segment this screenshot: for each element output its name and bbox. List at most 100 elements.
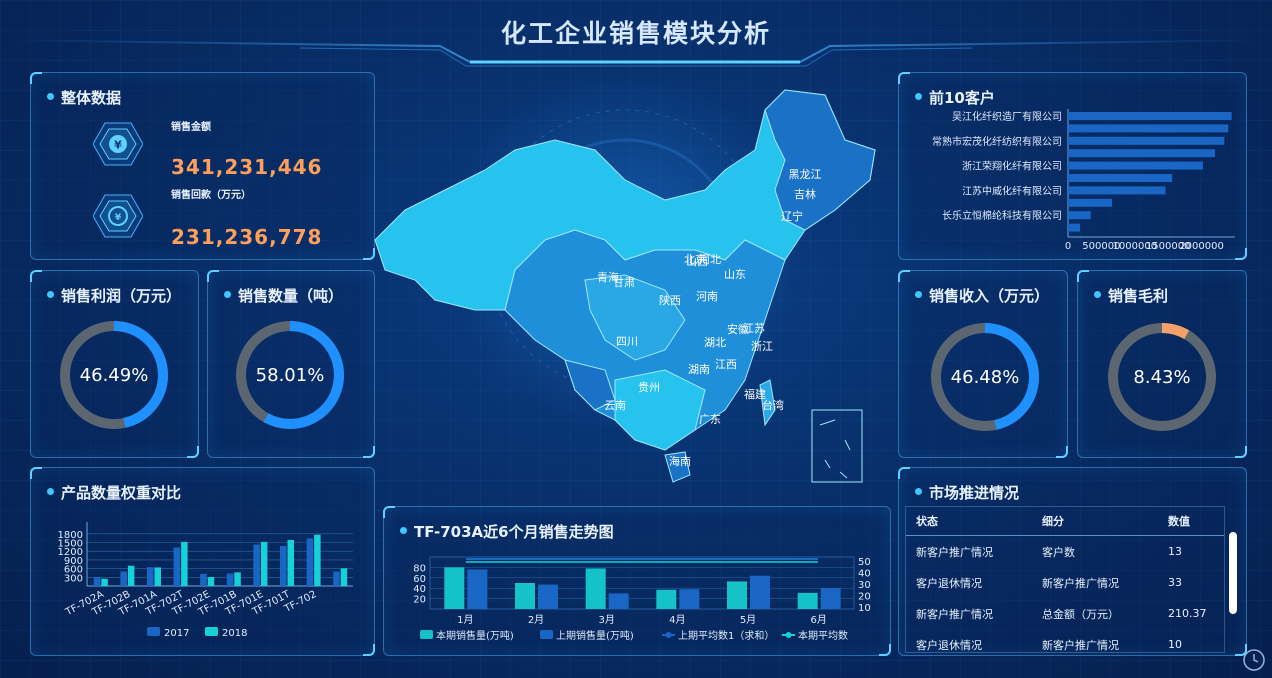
profit-percent: 46.49% — [80, 365, 149, 386]
product-bar-2018 — [207, 577, 215, 586]
income-ring-chart: 46.48% — [931, 323, 1039, 431]
legend-label: 2018 — [222, 628, 247, 639]
map-label: 海南 — [669, 454, 691, 468]
gross-ring-fill — [1108, 323, 1216, 431]
product-bar-2018 — [340, 568, 348, 586]
x-tick-label: 1000000 — [1113, 241, 1158, 252]
map-label: 贵州 — [638, 381, 660, 394]
clock-icon[interactable] — [1242, 648, 1266, 672]
customer-label: 吴江化纤织造厂有限公司 — [952, 110, 1062, 123]
product-bar-2017 — [333, 571, 340, 586]
product-bar-2017 — [306, 538, 314, 586]
products-panel: 产品数量权重对比 1800 1500 1200 900 600 300 TF-702A TF-… — [30, 467, 375, 656]
svg-text:¥: ¥ — [115, 213, 122, 223]
map-label: 吉林 — [794, 187, 816, 201]
map-region-hainan — [664, 451, 691, 483]
product-bar-2017 — [280, 545, 287, 586]
trend-bar-1 — [820, 588, 841, 609]
trend-bar-0 — [444, 567, 465, 609]
header-status: 状态 — [906, 507, 1041, 536]
gross-percent: 8.43% — [1133, 367, 1190, 388]
market-title: 市场推进情况 — [915, 482, 1019, 503]
sales-amount-value: 341,231,446 — [171, 155, 323, 179]
table-header-row: 状态 细分 数值 — [906, 507, 1224, 536]
trend-bar-0 — [515, 583, 535, 609]
money-icon: ¥ — [93, 122, 143, 166]
map-region-inner — [584, 274, 686, 361]
trend-bar-1 — [750, 575, 770, 609]
trend-bar-0 — [656, 589, 677, 609]
trend-bar-0 — [585, 568, 606, 609]
plot-frame — [429, 556, 855, 610]
x-tick-label: 2000000 — [1179, 241, 1224, 252]
map-label: 浙江 — [751, 340, 773, 353]
header-detail: 细分 — [1041, 507, 1167, 536]
map-region-taiwan — [759, 379, 776, 427]
map-label: 青海 — [597, 270, 619, 284]
income-title: 销售收入（万元） — [915, 285, 1049, 306]
overall-title: 整体数据 — [47, 87, 121, 108]
y-right-tick-label: 50 — [858, 557, 871, 568]
y-right-tick-label: 20 — [858, 592, 871, 603]
customer-label: 浙江荣翔化纤有限公司 — [962, 160, 1062, 173]
market-panel: 市场推进情况 状态 细分 数值 新客户推广情况 客户数 13 客户退休情况 新客… — [898, 467, 1247, 656]
y-tick-label: 900 — [64, 556, 83, 567]
svg-text:¥: ¥ — [114, 139, 122, 152]
x-tick-label: 0 — [1065, 241, 1071, 252]
legend-label: 上期平均数1（求和） — [678, 629, 774, 642]
product-bar-2018 — [127, 565, 135, 586]
customers-bar-chart: 吴江化纤织造厂有限公司常熟市宏茂化纤纺织有限公司浙江荣翔化纤有限公司江苏中威化纤… — [932, 109, 1235, 252]
cell-value: 210.37 — [1168, 607, 1207, 620]
customer-bar — [1068, 136, 1225, 145]
products-bar-chart: 180015001200900600300TF-702ATF-702BTF-70… — [58, 522, 353, 639]
x-tick-label: 5月 — [740, 614, 756, 626]
customer-label: 长乐立恒棉纶科技有限公司 — [942, 209, 1062, 222]
cell-detail: 新客户推广情况 — [1042, 576, 1119, 590]
gross-title: 销售毛利 — [1094, 285, 1168, 306]
product-bar-2018 — [234, 572, 241, 586]
customer-bar — [1068, 174, 1173, 182]
map-region-south — [614, 369, 706, 451]
quantity-ring-fill — [236, 321, 344, 429]
legend-swatch — [540, 630, 553, 639]
header-frame — [0, 39, 1272, 67]
map-label: 湖南 — [688, 363, 710, 376]
income-percent: 46.48% — [951, 367, 1020, 388]
income-panel: 销售收入（万元） 46.48% — [898, 270, 1068, 458]
market-table-wrap[interactable]: 状态 细分 数值 新客户推广情况 客户数 13 客户退休情况 新客户推广情况 3… — [905, 506, 1225, 653]
legend-swatch — [205, 627, 218, 636]
trend-bar-0 — [797, 592, 818, 609]
product-bar-2018 — [260, 541, 268, 586]
y-tick-label: 300 — [64, 573, 83, 584]
legend-label: 本期销售量(万吨) — [436, 629, 514, 642]
customer-bar — [1068, 161, 1203, 170]
cell-value: 13 — [1168, 545, 1182, 558]
legend-label: 本期平均数 — [798, 629, 848, 642]
map-label: 江西 — [715, 358, 737, 371]
legend-swatch — [420, 630, 433, 639]
profit-title: 销售利润（万元） — [47, 285, 181, 306]
table-scrollbar[interactable] — [1229, 532, 1237, 614]
profit-panel: 销售利润（万元） 46.49% — [30, 270, 199, 458]
cell-detail: 总金额（万元） — [1042, 607, 1119, 621]
product-bar-2017 — [173, 547, 181, 586]
product-bar-2017 — [253, 544, 260, 586]
products-title: 产品数量权重对比 — [47, 482, 181, 503]
trend-title: TF-703A近6个月销售走势图 — [400, 521, 614, 542]
map-label: 辽宁 — [781, 209, 803, 223]
map-label: 广东 — [699, 413, 721, 426]
customer-bar — [1068, 124, 1229, 133]
product-bar-2017 — [200, 573, 207, 586]
profit-ring-chart: 46.49% — [60, 321, 168, 429]
y-tick-label: 1500 — [58, 539, 83, 550]
cell-detail: 新客户推广情况 — [1042, 638, 1119, 652]
legend-swatch-dot — [785, 632, 792, 638]
customer-bar — [1068, 112, 1232, 120]
payment-value: 231,236,778 — [171, 225, 323, 249]
legend-swatch — [147, 627, 160, 636]
customer-bar — [1068, 223, 1081, 232]
customer-bar — [1068, 149, 1215, 158]
quantity-title: 销售数量（吨） — [224, 285, 343, 306]
